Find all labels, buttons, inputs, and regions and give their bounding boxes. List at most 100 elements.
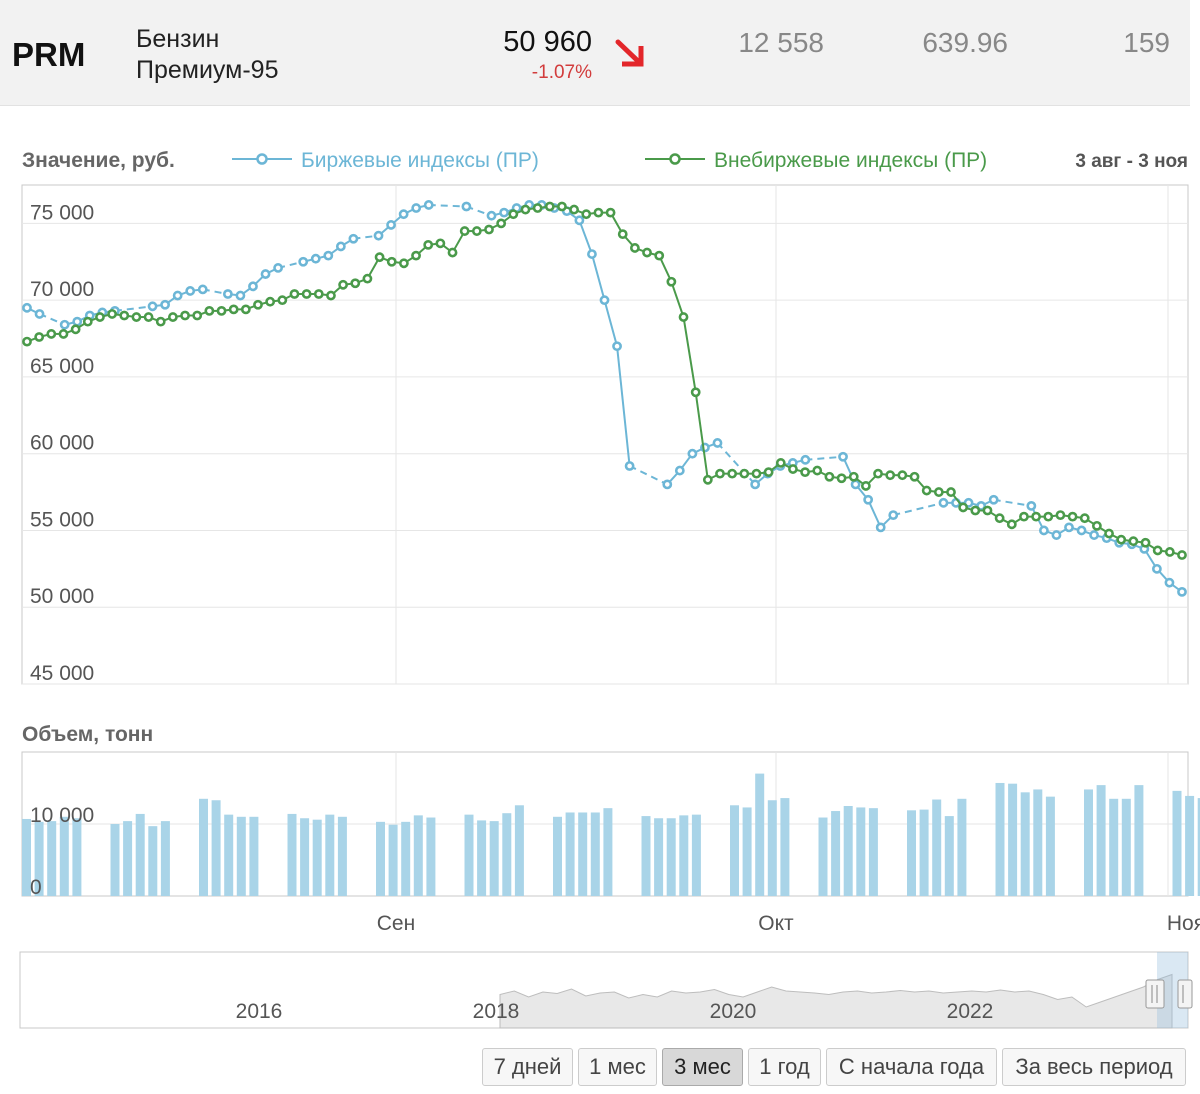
volume-bar — [1197, 798, 1200, 896]
data-point — [1164, 547, 1175, 557]
data-point — [459, 226, 470, 236]
volume-bar — [312, 819, 322, 896]
range-button-5[interactable]: С начала года — [826, 1048, 997, 1086]
volume-bar — [464, 814, 474, 896]
data-point — [499, 207, 509, 218]
instrument-header: PRM Бензин Премиум-95 50 960 -1.07% 12 5… — [0, 0, 1190, 106]
volume-bar — [1121, 798, 1131, 896]
price-y-tick-label: 65 000 — [30, 355, 94, 378]
volume-bar — [553, 816, 562, 896]
volume-bar — [1045, 796, 1055, 896]
legend-marker-otc — [669, 153, 681, 165]
volume-bar — [603, 808, 613, 896]
range-button-4[interactable]: 1 год — [748, 1048, 821, 1086]
data-point — [273, 263, 283, 273]
data-point — [666, 276, 677, 287]
data-point — [544, 201, 555, 212]
data-point — [848, 471, 859, 482]
volume-y-tick-label: 10 000 — [30, 804, 94, 827]
data-point — [958, 502, 969, 513]
data-point — [763, 467, 774, 478]
last-price: 50 960 — [503, 26, 592, 58]
data-point — [197, 284, 208, 295]
navigator-year-label: 2020 — [710, 1000, 757, 1023]
series-segment — [603, 299, 619, 347]
range-button-6[interactable]: За весь период — [1002, 1048, 1186, 1086]
data-point — [1164, 577, 1175, 588]
data-point — [1177, 586, 1187, 597]
x-tick-label: Сен — [377, 912, 415, 935]
volume-bar — [236, 816, 246, 896]
series-segment — [114, 305, 153, 312]
series-segment — [893, 501, 944, 517]
volume-bar — [755, 773, 765, 896]
price-y-tick-label: 70 000 — [30, 278, 94, 301]
series-segment — [590, 253, 606, 301]
volume-bar — [932, 799, 942, 896]
data-point — [994, 513, 1005, 524]
data-point — [411, 250, 421, 261]
data-point — [335, 241, 346, 252]
data-point — [982, 505, 993, 516]
volume-bar — [843, 806, 853, 896]
data-point — [260, 269, 271, 279]
series-segment — [616, 346, 631, 467]
volume-bar — [957, 798, 967, 896]
data-point — [921, 485, 932, 496]
range-button-2[interactable]: 1 мес — [578, 1048, 657, 1086]
data-point — [727, 468, 738, 479]
series-segment — [682, 316, 697, 393]
data-point — [484, 224, 494, 235]
data-point — [180, 310, 190, 321]
data-point — [95, 312, 105, 322]
data-point — [160, 299, 170, 310]
data-point — [885, 470, 896, 481]
data-point — [172, 290, 183, 301]
data-point — [323, 250, 334, 261]
data-point — [204, 306, 215, 316]
data-point — [58, 329, 69, 339]
volume-bar — [376, 821, 385, 896]
data-point — [248, 281, 258, 292]
data-point — [1067, 511, 1078, 522]
data-point — [824, 471, 835, 482]
data-point — [289, 289, 300, 299]
data-point — [581, 209, 592, 220]
data-point — [235, 290, 246, 301]
volume-bar — [1096, 785, 1106, 896]
data-point — [1019, 511, 1029, 522]
data-point — [702, 474, 713, 485]
series-otc — [22, 201, 1187, 560]
data-point — [22, 302, 32, 313]
data-point — [471, 226, 482, 236]
price-y-tick-label: 60 000 — [30, 432, 94, 455]
data-point — [298, 256, 309, 267]
stat-volume: 12 558 — [738, 27, 824, 58]
navigator-year-label: 2018 — [473, 1000, 520, 1023]
data-point — [167, 312, 178, 322]
data-point — [228, 304, 239, 315]
data-point — [423, 239, 434, 250]
volume-bar — [995, 782, 1005, 896]
price-change: -1.07% — [531, 62, 592, 83]
range-button-3[interactable]: 3 мес — [662, 1048, 743, 1086]
volume-bar — [654, 818, 664, 896]
data-point — [850, 479, 861, 490]
data-point — [1104, 528, 1114, 539]
x-tick-label: Окт — [758, 912, 794, 935]
volume-bar — [300, 818, 310, 896]
volume-bar — [72, 818, 82, 896]
range-button-1[interactable]: 7 дней — [482, 1048, 573, 1086]
volume-bar — [1172, 790, 1182, 896]
volume-bar — [426, 817, 436, 896]
data-point — [326, 290, 336, 301]
data-point — [310, 253, 321, 264]
volume-panel-title: Объем, тонн — [22, 723, 153, 746]
data-point — [875, 522, 886, 533]
volume-bar — [287, 813, 297, 896]
navigator-series — [499, 973, 1173, 1029]
data-point — [678, 312, 689, 322]
data-point — [612, 341, 622, 352]
data-point — [447, 247, 458, 258]
volume-bar — [211, 800, 221, 896]
